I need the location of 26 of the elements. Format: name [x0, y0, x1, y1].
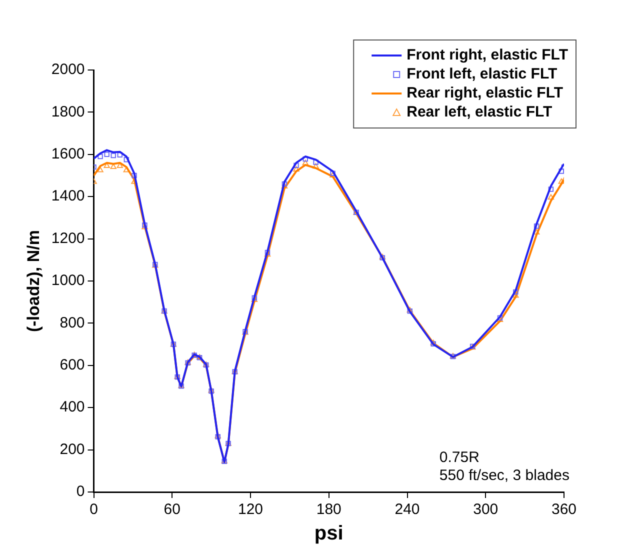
y-axis-title: (-loadz), N/m: [24, 230, 43, 332]
x-tick-label: 240: [394, 501, 420, 518]
y-tick-label: 1000: [51, 272, 85, 290]
legend-label: Rear left, elastic FLT: [406, 104, 552, 121]
y-tick-label: 200: [60, 440, 85, 458]
x-tick-label: 180: [316, 501, 342, 518]
y-tick-label: 0: [76, 483, 85, 500]
legend-label: Front right, elastic FLT: [406, 46, 568, 64]
y-tick-label: 400: [60, 398, 85, 416]
legend-label: Rear right, elastic FLT: [406, 84, 564, 102]
x-tick-label: 60: [164, 501, 180, 518]
annotation: 550 ft/sec, 3 blades: [439, 467, 570, 484]
legend-label: Front left, elastic FLT: [406, 66, 558, 83]
x-tick-label: 120: [238, 501, 264, 518]
x-tick-label: 360: [551, 501, 577, 518]
y-tick-label: 2000: [51, 61, 85, 78]
x-tick-label: 0: [90, 501, 98, 518]
x-axis-title: psi: [314, 522, 344, 545]
y-tick-label: 1800: [51, 103, 85, 120]
annotation: 0.75R: [439, 449, 480, 466]
y-tick-label: 1200: [51, 230, 85, 247]
y-tick-label: 1400: [51, 188, 85, 205]
y-tick-label: 600: [60, 356, 85, 374]
y-tick-label: 1600: [51, 146, 85, 163]
y-tick-label: 800: [60, 314, 85, 332]
x-tick-label: 300: [473, 501, 498, 518]
